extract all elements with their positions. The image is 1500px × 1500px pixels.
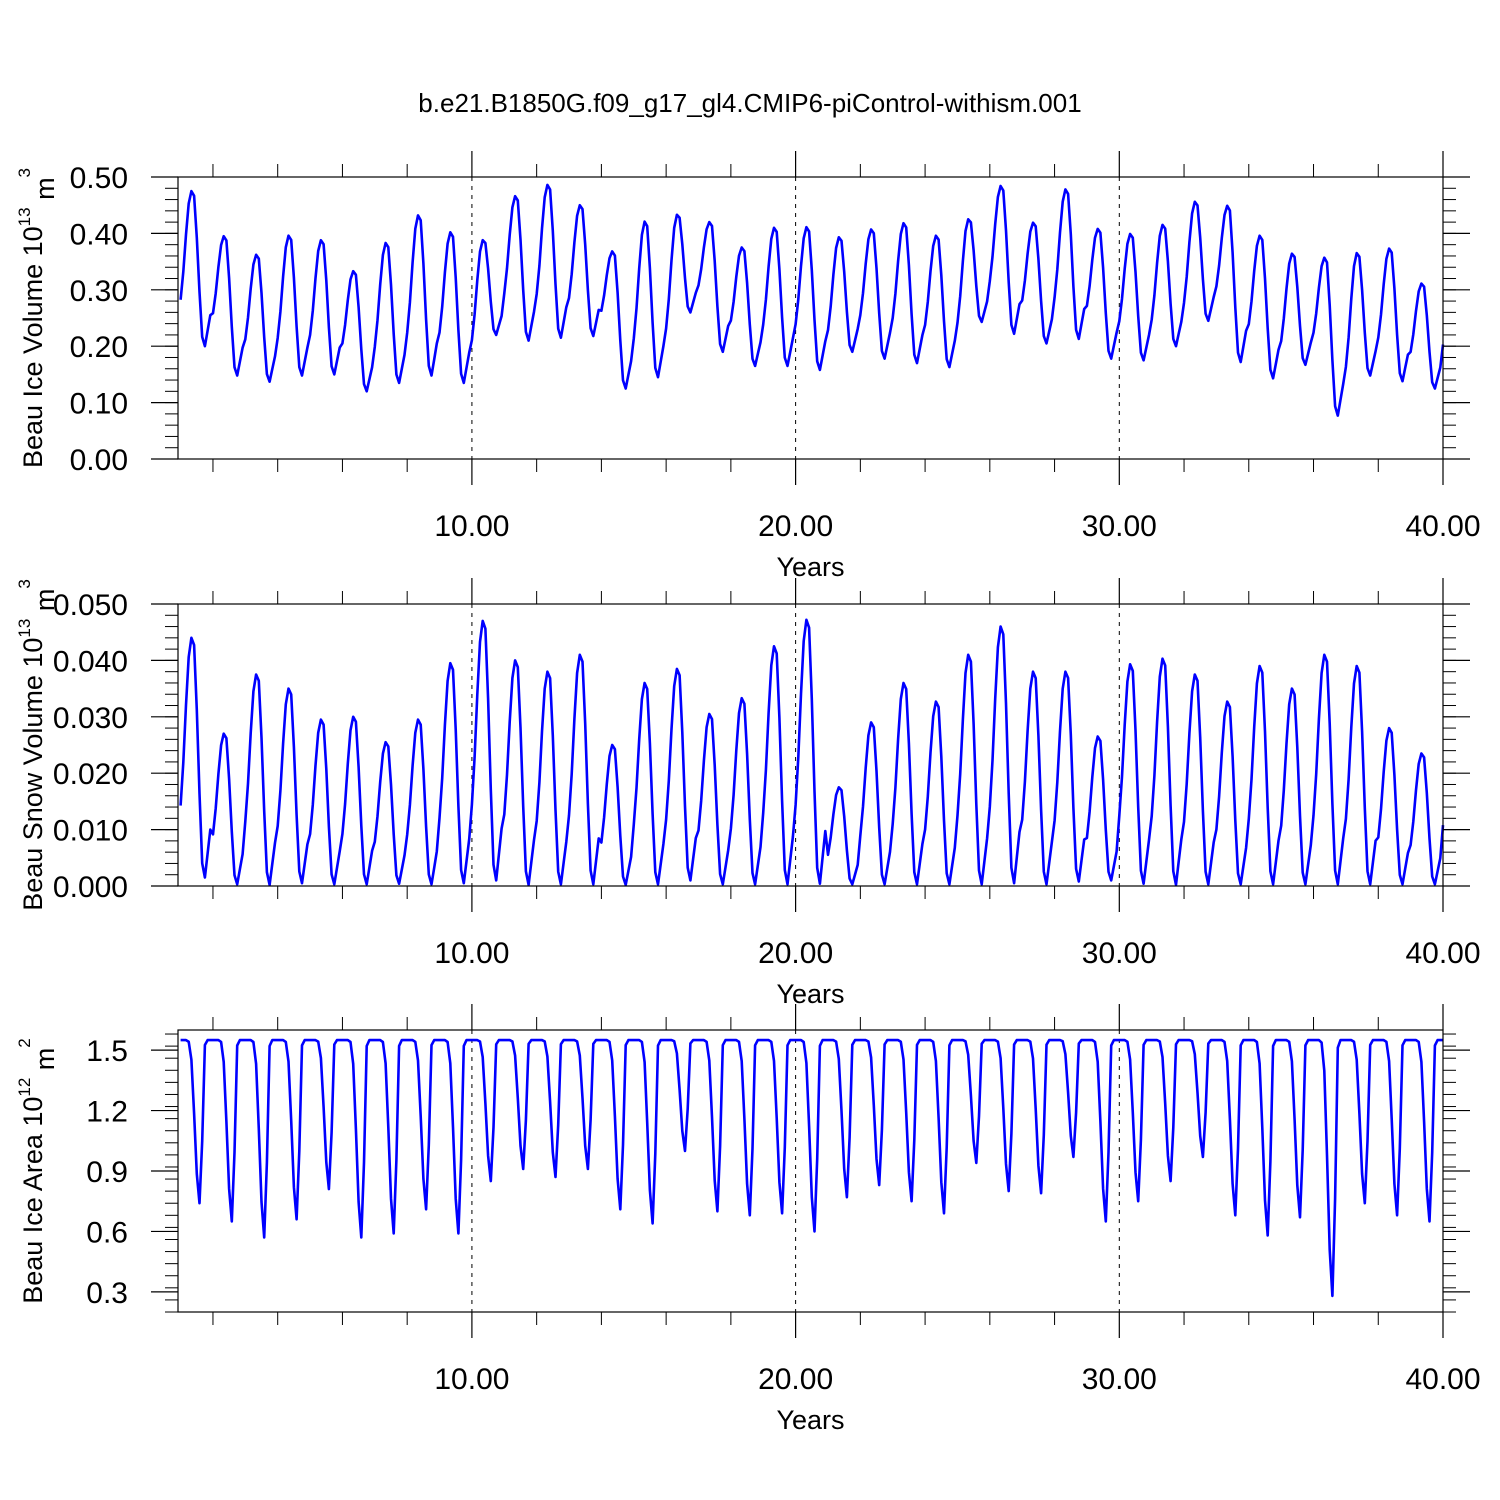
y-axis-label: Beau Ice Area 1012 m2 <box>15 1038 60 1304</box>
figure-title: b.e21.B1850G.f09_g17_gl4.CMIP6-piControl… <box>418 88 1081 118</box>
x-tick-label: 40.00 <box>1405 1363 1480 1396</box>
y-tick-label: 0.9 <box>86 1156 128 1189</box>
series-line <box>179 618 1445 887</box>
y-tick-label: 1.2 <box>86 1096 128 1129</box>
x-axis-label: Years <box>776 1405 844 1435</box>
x-tick-label: 10.00 <box>434 1363 509 1396</box>
x-tick-label: 30.00 <box>1082 510 1157 543</box>
y-tick-label: 0.00 <box>70 444 128 477</box>
y-tick-label: 0.3 <box>86 1277 128 1310</box>
y-tick-label: 0.050 <box>53 589 128 622</box>
x-axis-label: Years <box>776 552 844 582</box>
x-tick-label: 20.00 <box>758 937 833 970</box>
plot-frame <box>177 176 1444 460</box>
y-tick-label: 1.5 <box>86 1035 128 1068</box>
x-tick-label: 10.00 <box>434 510 509 543</box>
y-tick-label: 0.020 <box>53 758 128 791</box>
y-tick-label: 0.20 <box>70 331 128 364</box>
panel-2: 0.000 0.010 0.020 0.030 0.040 0.050 10.00 20.00… <box>15 578 1481 1009</box>
series-line <box>180 1038 1443 1298</box>
x-tick-label: 40.00 <box>1405 510 1480 543</box>
x-tick-label: 10.00 <box>434 937 509 970</box>
y-tick-label: 0.10 <box>70 388 128 421</box>
panel-1: 0.00 0.10 0.20 0.30 0.40 0.50 10.00 20.00 30.00 4… <box>15 151 1481 582</box>
panel-3: 0.3 0.6 0.9 1.2 1.5 10.00 20.00 30.00 40.00 Years… <box>15 1004 1481 1435</box>
y-tick-label: 0.50 <box>70 162 128 195</box>
x-tick-label: 40.00 <box>1405 937 1480 970</box>
y-tick-label: 0.010 <box>53 815 128 848</box>
x-tick-label: 20.00 <box>758 510 833 543</box>
x-tick-label: 20.00 <box>758 1363 833 1396</box>
y-tick-label: 0.040 <box>53 645 128 678</box>
y-tick-label: 0.6 <box>86 1216 128 1249</box>
y-tick-label: 0.030 <box>53 702 128 735</box>
x-tick-label: 30.00 <box>1082 1363 1157 1396</box>
y-tick-label: 0.40 <box>70 218 128 251</box>
y-tick-label: 0.000 <box>53 871 128 904</box>
y-axis-label: Beau Snow Volume 1013 m3 <box>15 579 60 911</box>
x-axis-label: Years <box>776 979 844 1009</box>
x-tick-label: 30.00 <box>1082 937 1157 970</box>
y-tick-label: 0.30 <box>70 275 128 308</box>
series-line <box>179 183 1445 417</box>
plot-frame <box>177 603 1444 887</box>
y-axis-label: Beau Ice Volume 1013 m3 <box>15 168 60 468</box>
